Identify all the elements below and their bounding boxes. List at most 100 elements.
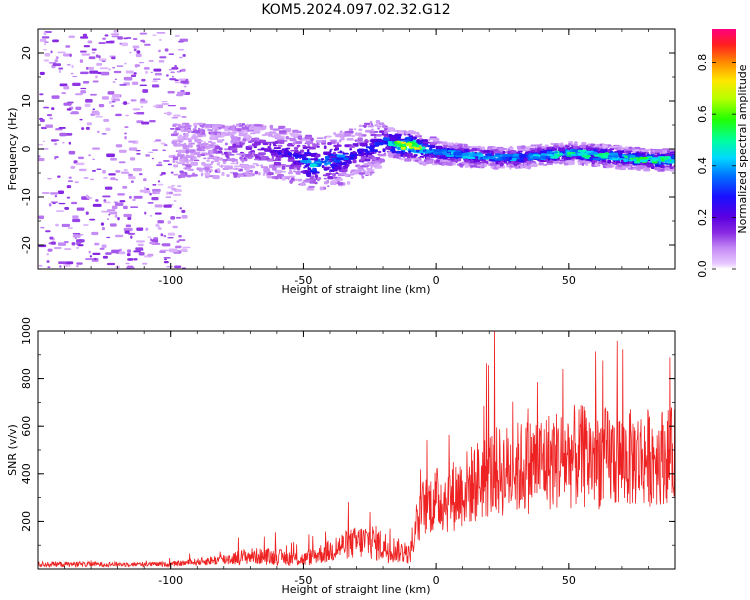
heatmap-cell bbox=[152, 78, 161, 80]
heatmap-cell bbox=[316, 137, 324, 139]
heatmap-cell bbox=[346, 181, 351, 185]
heatmap-cell bbox=[222, 160, 226, 163]
heatmap-cell bbox=[339, 162, 347, 166]
heatmap-cell bbox=[80, 87, 87, 90]
heatmap-cell bbox=[172, 154, 176, 157]
heatmap-cell bbox=[180, 127, 185, 131]
heatmap-cell bbox=[181, 123, 186, 127]
heatmap-cell bbox=[161, 103, 169, 106]
heatmap-cell bbox=[55, 210, 64, 212]
spectrogram-y-ticks: -20 -10 0 10 20 bbox=[20, 28, 675, 270]
heatmap-cell bbox=[158, 60, 165, 63]
heatmap-cell bbox=[390, 148, 396, 152]
heatmap-cell bbox=[122, 186, 128, 189]
heatmap-cell bbox=[541, 155, 546, 159]
heatmap-cell bbox=[178, 126, 187, 129]
heatmap-cell bbox=[203, 141, 207, 143]
heatmap-cell bbox=[180, 90, 185, 92]
heatmap-cell bbox=[196, 122, 204, 126]
heatmap-cell bbox=[370, 128, 375, 131]
heatmap-cell bbox=[349, 145, 356, 149]
heatmap-cell bbox=[265, 157, 271, 160]
heatmap-cell bbox=[348, 128, 354, 131]
heatmap-cell bbox=[476, 152, 482, 155]
snr-x-axis-label: Height of straight line (km) bbox=[281, 583, 430, 596]
heatmap-cell bbox=[335, 157, 344, 161]
heatmap-cell bbox=[217, 168, 221, 172]
heatmap-cell bbox=[372, 157, 377, 161]
heatmap-cell bbox=[570, 153, 577, 157]
heatmap-cell bbox=[601, 162, 608, 166]
heatmap-cell bbox=[194, 125, 197, 129]
heatmap-cell bbox=[50, 50, 53, 54]
heatmap-cell bbox=[92, 147, 100, 150]
colorbar-tick-label: 0.4 bbox=[696, 157, 709, 175]
heatmap-cell bbox=[340, 138, 345, 141]
heatmap-cell bbox=[591, 160, 595, 165]
heatmap-cell bbox=[399, 158, 404, 161]
heatmap-cell bbox=[177, 91, 186, 95]
heatmap-cell bbox=[76, 262, 83, 265]
heatmap-cell bbox=[110, 157, 117, 161]
heatmap-cell bbox=[159, 56, 167, 59]
heatmap-cell bbox=[52, 202, 56, 204]
heatmap-cell bbox=[128, 232, 135, 235]
heatmap-cell bbox=[101, 244, 107, 248]
heatmap-cell bbox=[170, 133, 178, 137]
heatmap-cell bbox=[145, 187, 150, 191]
heatmap-cell bbox=[217, 124, 223, 128]
heatmap-cell bbox=[124, 62, 127, 65]
heatmap-cell bbox=[350, 170, 353, 174]
x-tick-label: -100 bbox=[158, 274, 183, 287]
heatmap-cell bbox=[206, 152, 215, 155]
heatmap-cell bbox=[553, 153, 558, 156]
heatmap-cell bbox=[79, 118, 83, 121]
heatmap-cell bbox=[550, 155, 559, 159]
heatmap-cell bbox=[530, 163, 538, 168]
heatmap-cell bbox=[364, 158, 371, 162]
heatmap-cell bbox=[88, 66, 95, 70]
heatmap-cell bbox=[376, 134, 382, 137]
heatmap-cell bbox=[128, 140, 136, 143]
heatmap-cell bbox=[296, 166, 301, 171]
heatmap-cell bbox=[133, 48, 137, 52]
heatmap-cell bbox=[178, 139, 182, 143]
heatmap-cell bbox=[80, 71, 89, 75]
heatmap-cell bbox=[305, 163, 311, 166]
heatmap-cell bbox=[133, 258, 138, 261]
heatmap-cell bbox=[254, 154, 259, 157]
heatmap-cell bbox=[476, 148, 481, 152]
heatmap-cell bbox=[121, 42, 128, 47]
x-tick-label: 0 bbox=[433, 274, 440, 287]
heatmap-cell bbox=[241, 130, 245, 134]
heatmap-cell bbox=[105, 252, 112, 255]
heatmap-cell bbox=[342, 152, 349, 155]
heatmap-cell bbox=[438, 152, 444, 156]
heatmap-cell bbox=[178, 41, 184, 43]
heatmap-cell bbox=[577, 147, 580, 150]
y-tick-label: 0 bbox=[20, 146, 33, 153]
heatmap-cell bbox=[664, 154, 673, 157]
heatmap-cell bbox=[546, 163, 554, 165]
heatmap-cell bbox=[182, 246, 191, 249]
heatmap-cell bbox=[230, 132, 237, 135]
heatmap-cell bbox=[308, 185, 315, 189]
heatmap-cell bbox=[321, 142, 327, 145]
heatmap-cell bbox=[254, 170, 259, 175]
heatmap-cell bbox=[132, 37, 138, 40]
heatmap-cell bbox=[101, 226, 105, 231]
heatmap-cell bbox=[160, 142, 166, 145]
heatmap-cell bbox=[313, 157, 318, 161]
heatmap-cell bbox=[132, 168, 142, 172]
heatmap-cell bbox=[142, 89, 149, 93]
heatmap-cell bbox=[108, 173, 116, 176]
heatmap-cell bbox=[286, 143, 293, 146]
heatmap-cell bbox=[377, 127, 380, 130]
heatmap-cell bbox=[197, 142, 202, 144]
heatmap-cell bbox=[71, 242, 76, 246]
heatmap-cell bbox=[65, 261, 74, 265]
heatmap-cell bbox=[658, 154, 666, 157]
heatmap-cell bbox=[57, 51, 66, 54]
heatmap-cell bbox=[171, 188, 177, 191]
heatmap-cell bbox=[130, 235, 133, 239]
